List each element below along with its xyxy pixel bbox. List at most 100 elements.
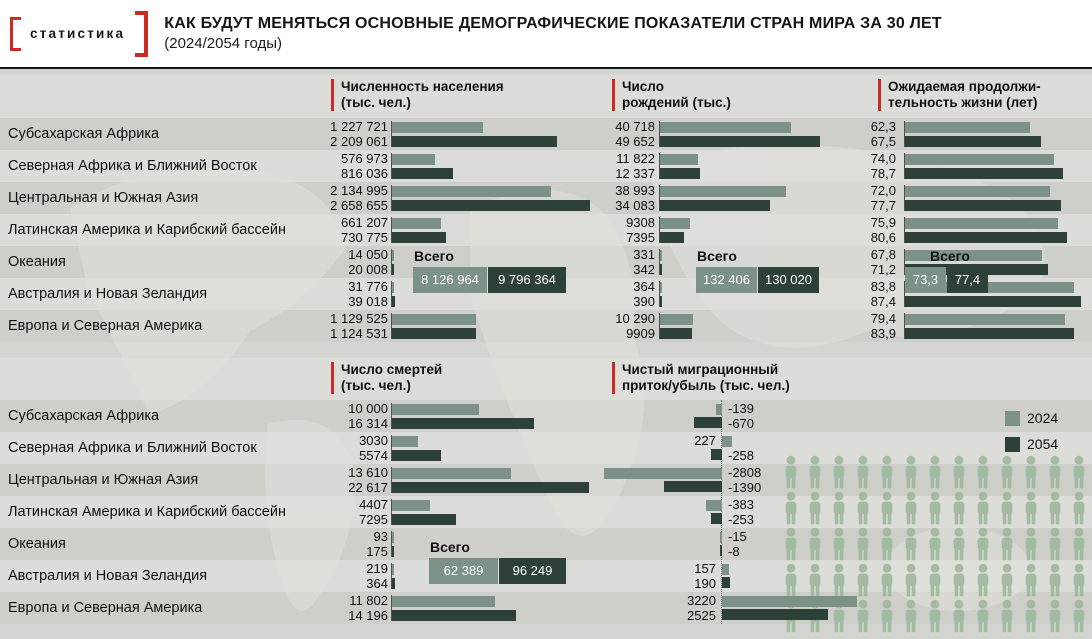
person-pictogram-icon bbox=[995, 455, 1019, 491]
value-2024: 331 bbox=[633, 247, 655, 262]
chart-area: Субсахарская Африка Субсахарская Африка Се… bbox=[0, 69, 1092, 639]
person-pictogram-icon bbox=[1019, 527, 1043, 563]
person-pictogram-icon bbox=[1067, 491, 1091, 527]
life_expectancy-bar-2054 bbox=[905, 328, 1074, 339]
person-pictogram-icon bbox=[923, 527, 947, 563]
region-label: Европа и Северная Америка bbox=[8, 318, 203, 334]
person-pictogram-icon bbox=[803, 563, 827, 599]
births-bars bbox=[659, 121, 821, 147]
births-bars bbox=[659, 313, 694, 339]
person-pictogram-icon bbox=[875, 599, 899, 635]
births-bar-2054 bbox=[660, 136, 820, 147]
value-2054: 342 bbox=[633, 262, 655, 277]
value-2054: 2 658 655 bbox=[330, 198, 388, 213]
value-2054: 364 bbox=[366, 576, 388, 591]
page-header: статистика КАК БУДУТ МЕНЯТЬСЯ ОСНОВНЫЕ Д… bbox=[0, 0, 1092, 69]
person-pictogram-icon bbox=[779, 455, 803, 491]
migration-value: -383 bbox=[728, 497, 755, 512]
person-pictogram-icon bbox=[899, 563, 923, 599]
life_expectancy-bars bbox=[904, 281, 1082, 307]
births-total-label: Всего bbox=[697, 248, 737, 264]
migration-bar bbox=[694, 417, 722, 428]
deaths-values: 11 802 14 196 bbox=[310, 593, 388, 623]
title-block: КАК БУДУТ МЕНЯТЬСЯ ОСНОВНЫЕ ДЕМОГРАФИЧЕС… bbox=[164, 15, 942, 52]
deaths-bar-2054 bbox=[392, 514, 456, 525]
deaths-bar-2024 bbox=[392, 564, 394, 575]
value-2054: 7295 bbox=[359, 512, 388, 527]
value-2024: 67,8 bbox=[870, 247, 896, 262]
deaths-bar-2054 bbox=[392, 482, 589, 493]
value-2024: 661 207 bbox=[341, 215, 388, 230]
deaths-bars bbox=[391, 403, 535, 429]
population-values: 1 129 525 1 124 531 bbox=[310, 311, 388, 341]
value-2024: 219 bbox=[366, 561, 388, 576]
background-stripe bbox=[0, 69, 1092, 75]
value-2054: 87,4 bbox=[870, 294, 896, 309]
value-2024: 4407 bbox=[359, 497, 388, 512]
deaths-bar-2054 bbox=[392, 450, 441, 461]
person-pictogram-icon bbox=[1043, 455, 1067, 491]
life_expectancy-bar-2024 bbox=[905, 186, 1050, 197]
deaths-bars bbox=[391, 467, 590, 493]
region-label: Австралия и Новая Зеландия bbox=[8, 568, 208, 584]
deaths-total-2054: 96 249 bbox=[499, 558, 566, 584]
value-2024: 1 129 525 bbox=[330, 311, 388, 326]
deaths-values: 219 364 bbox=[310, 561, 388, 591]
person-pictogram-icon bbox=[995, 599, 1019, 635]
region-label: Субсахарская Африка bbox=[8, 126, 160, 142]
value-2024: 72,0 bbox=[870, 183, 896, 198]
red-tick-icon bbox=[331, 362, 334, 394]
deaths-bar-2054 bbox=[392, 610, 516, 621]
population-bar-2024 bbox=[392, 186, 551, 197]
person-pictogram-icon bbox=[803, 527, 827, 563]
life-expectancy-total-label: Всего bbox=[930, 248, 970, 264]
header-line: (тыс. чел.) bbox=[341, 95, 411, 110]
migration-value: -15 bbox=[728, 529, 747, 544]
header-line: рождений (тыс.) bbox=[622, 95, 731, 110]
person-pictogram-icon bbox=[1067, 563, 1091, 599]
person-pictogram-icon bbox=[1019, 491, 1043, 527]
life_expectancy-bar-2024 bbox=[905, 122, 1030, 133]
legend-swatch-2024-icon bbox=[1005, 410, 1020, 426]
deaths-values: 13 610 22 617 bbox=[310, 465, 388, 495]
population-bar-2024 bbox=[392, 250, 394, 261]
person-pictogram-icon bbox=[803, 455, 827, 491]
population-values: 661 207 730 775 bbox=[310, 215, 388, 245]
population-bar-2024 bbox=[392, 154, 435, 165]
population-bar-2024 bbox=[392, 282, 394, 293]
migration-value: -2808 bbox=[728, 465, 762, 480]
value-2054: 71,2 bbox=[870, 262, 896, 277]
value-2024: 62,3 bbox=[870, 119, 896, 134]
person-pictogram-icon bbox=[947, 491, 971, 527]
deaths-values: 93 175 bbox=[310, 529, 388, 559]
births-total-2054: 130 020 bbox=[758, 267, 819, 293]
column-header-deaths: Число смертей (тыс. чел.) bbox=[331, 362, 442, 394]
migration-value: -8 bbox=[728, 544, 740, 559]
value-2054: 816 036 bbox=[341, 166, 388, 181]
header-line: тельность жизни (лет) bbox=[888, 95, 1038, 110]
value-2054: 67,5 bbox=[870, 134, 896, 149]
population-total-2054: 9 796 364 bbox=[488, 267, 566, 293]
person-pictogram-icon bbox=[1019, 599, 1043, 635]
life_expectancy-bar-2054 bbox=[905, 136, 1041, 147]
person-pictogram-icon bbox=[971, 455, 995, 491]
births-values: 331 342 bbox=[591, 247, 655, 277]
life_expectancy-values: 75,9 80,6 bbox=[850, 215, 896, 245]
value-2024: 11 822 bbox=[616, 151, 655, 166]
column-header-migration: Чистый миграционный приток/убыль (тыс. ч… bbox=[612, 362, 790, 394]
births-values: 9308 7395 bbox=[591, 215, 655, 245]
migration-bar bbox=[722, 564, 729, 575]
deaths-values: 10 000 16 314 bbox=[310, 401, 388, 431]
population-bars bbox=[391, 313, 477, 339]
births-bar-2024 bbox=[660, 154, 698, 165]
person-pictogram-icon bbox=[779, 563, 803, 599]
person-pictogram-icon bbox=[923, 455, 947, 491]
deaths-total-2024: 62 389 bbox=[429, 558, 498, 584]
population-bars bbox=[391, 121, 558, 147]
births-bars bbox=[659, 281, 663, 307]
life-expectancy-total-2054: 77,4 bbox=[947, 267, 988, 293]
person-pictogram-icon bbox=[995, 527, 1019, 563]
person-pictogram-icon bbox=[851, 599, 875, 635]
person-pictogram-icon bbox=[971, 599, 995, 635]
person-pictogram-icon bbox=[851, 527, 875, 563]
